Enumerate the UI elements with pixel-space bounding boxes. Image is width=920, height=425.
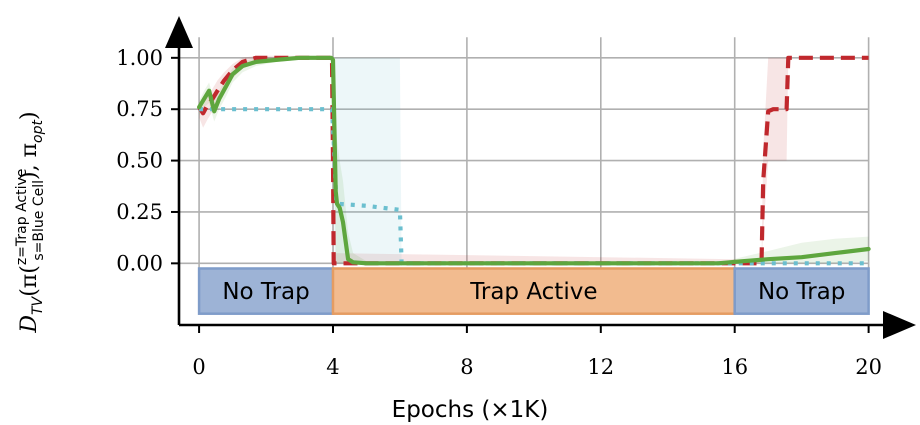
y-label-close: ), π bbox=[17, 143, 42, 180]
x-tick-label-1: 4 bbox=[326, 355, 339, 379]
y-tick-label-3: 0.75 bbox=[116, 97, 163, 121]
phase-label-1: Trap Active bbox=[469, 279, 597, 305]
phase-bar-2 bbox=[733, 267, 870, 315]
x-tick-label-3: 12 bbox=[587, 355, 614, 379]
y-label-end: ) bbox=[17, 111, 42, 120]
y-label-open: (π( bbox=[17, 265, 42, 297]
axes bbox=[165, 16, 916, 339]
x-tick-label-0: 0 bbox=[192, 355, 205, 379]
y-ticks: 0.00 0.25 0.50 0.75 1.00 bbox=[116, 46, 179, 275]
series-line-1 bbox=[199, 107, 869, 266]
y-label-prefix-sub: TV bbox=[30, 295, 46, 315]
y-label-prefix: D bbox=[17, 315, 42, 334]
phase-2: No Trap bbox=[733, 267, 870, 315]
y-axis-arrow bbox=[165, 16, 193, 48]
x-axis-arrow bbox=[883, 311, 916, 339]
y-tick-label-0: 0.00 bbox=[116, 251, 163, 275]
phase-label-0: No Trap bbox=[222, 279, 309, 305]
y-tick-label-4: 1.00 bbox=[116, 46, 163, 70]
phase-1: Trap Active bbox=[331, 267, 736, 315]
y-axis-label: DTV(π(z=Trap Actives=Blue Cell), πopt) bbox=[14, 111, 47, 333]
band-0 bbox=[199, 55, 869, 264]
y-label-sup: z=Trap Active bbox=[14, 169, 30, 266]
phase-0: No Trap bbox=[197, 267, 335, 315]
series-lines bbox=[197, 55, 871, 266]
confidence-bands bbox=[199, 55, 869, 264]
band-1 bbox=[199, 57, 869, 264]
x-tick-label-2: 8 bbox=[460, 355, 473, 379]
phase-bar-0 bbox=[197, 267, 335, 315]
phase-bar-1 bbox=[331, 267, 736, 315]
y-tick-label-1: 0.25 bbox=[116, 200, 163, 224]
svg-text:DTV(π(z=Trap Actives=Blue Cell: DTV(π(z=Trap Actives=Blue Cell), πopt) bbox=[14, 111, 47, 333]
x-tick-label-5: 20 bbox=[855, 355, 882, 379]
series-line-2 bbox=[197, 55, 871, 266]
x-axis-label: Epochs (×1K) bbox=[392, 397, 549, 423]
x-ticks: 0 4 8 12 16 20 bbox=[192, 325, 882, 379]
x-tick-label-4: 16 bbox=[721, 355, 748, 379]
y-label-sub: s=Blue Cell bbox=[31, 180, 47, 261]
phase-bars: No Trap Trap Active No Trap bbox=[197, 267, 870, 315]
y-label-close-sub: opt bbox=[30, 120, 46, 143]
phase-label-2: No Trap bbox=[758, 279, 845, 305]
y-tick-label-2: 0.50 bbox=[116, 149, 163, 173]
